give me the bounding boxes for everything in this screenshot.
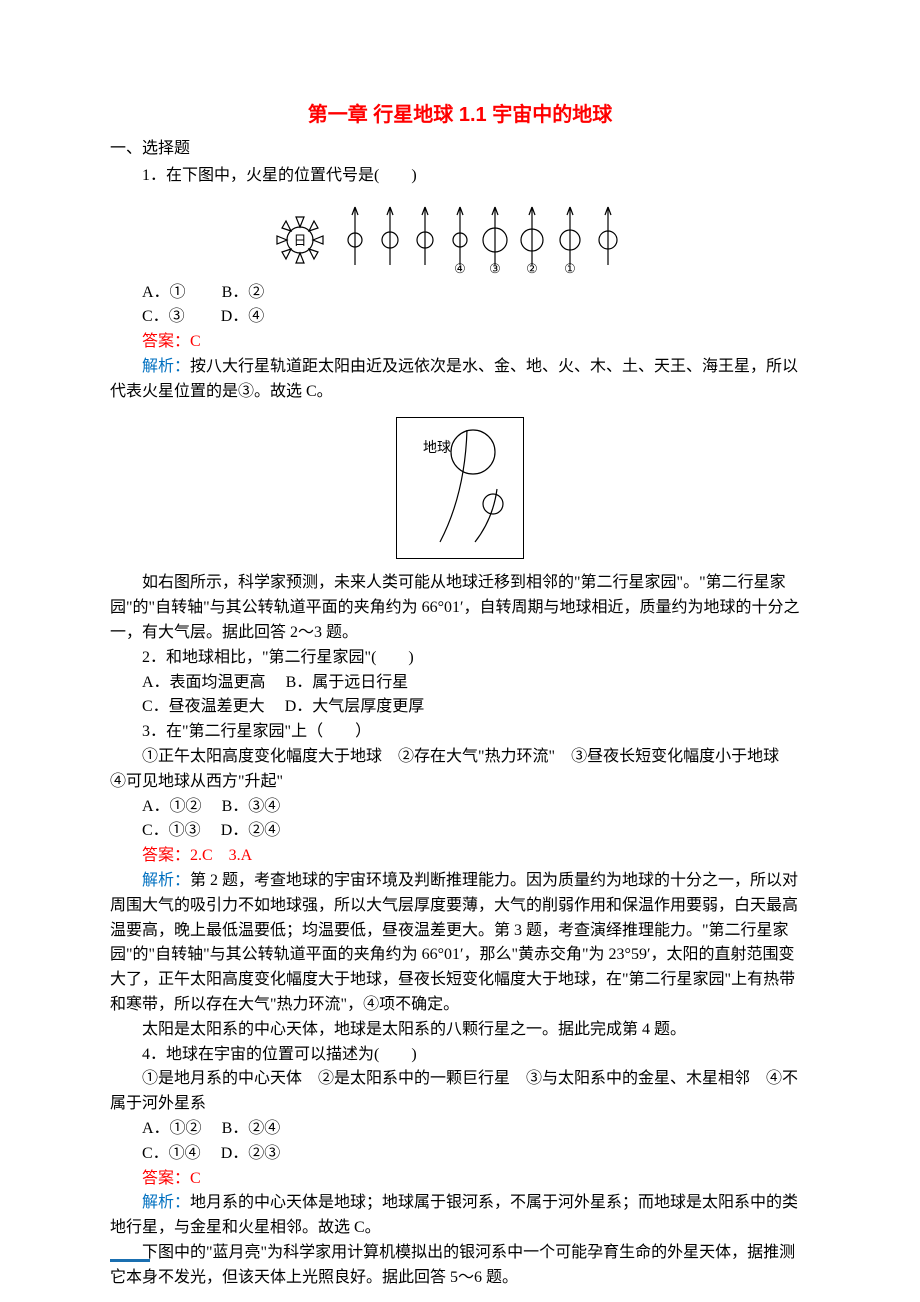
q2-option-line-2: C．昼夜温差更大 D．大气层厚度更厚 <box>110 695 810 720</box>
q2-optC: C．昼夜温差更大 <box>142 698 265 715</box>
passage-5: 下图中的"蓝月亮"为科学家用计算机模拟出的银河系中一个可能孕育生命的外星天体，据… <box>110 1241 810 1291</box>
diagram-2-container: 地球 <box>110 411 810 566</box>
q1-stem: 1．在下图中，火星的位置代号是( ) <box>110 164 810 189</box>
q4-line2: ①是地月系的中心天体 ②是太阳系中的一颗巨行星 ③与太阳系中的金星、木星相邻 ④… <box>110 1067 810 1117</box>
label-4: ④ <box>454 261 466 275</box>
q4-optC: C．①④ <box>142 1145 201 1162</box>
q4-explain-text: 地月系的中心天体是地球；地球属于银河系，不属于河外星系；而地球是太阳系中的类地行… <box>110 1194 798 1236</box>
q2-option-line-1: A．表面均温更高 B．属于远日行星 <box>110 671 810 696</box>
q4-explain-label: 解析： <box>142 1194 190 1211</box>
explain-2-3: 解析：第 2 题，考查地球的宇宙环境及判断推理能力。因为质量约为地球的十分之一，… <box>110 869 810 1018</box>
solar-system-diagram: 日 ④ <box>270 195 650 275</box>
q1-option-line-2: C．③ D．④ <box>110 305 810 330</box>
explain-2-3-text: 第 2 题，考查地球的宇宙环境及判断推理能力。因为质量约为地球的十分之一，所以对… <box>110 872 798 1013</box>
q4-optA: A．①② <box>142 1120 202 1137</box>
q1-optA: A．① <box>142 284 186 301</box>
footer-underline <box>110 1259 150 1262</box>
label-3: ③ <box>489 261 501 275</box>
passage-2: 如右图所示，科学家预测，未来人类可能从地球迁移到相邻的"第二行星家园"。"第二行… <box>110 571 810 645</box>
q3-optA: A．①② <box>142 798 202 815</box>
label-2: ② <box>526 261 538 275</box>
section-heading: 一、选择题 <box>110 137 810 162</box>
q3-line2: ①正午太阳高度变化幅度大于地球 ②存在大气"热力环流" ③昼夜长短变化幅度小于地… <box>110 745 810 795</box>
earth-label: 地球 <box>423 440 451 456</box>
diagram-1-container: 日 ④ <box>110 195 810 275</box>
q1-option-line-1: A．① B．② <box>110 281 810 306</box>
q1-explain-label: 解析： <box>142 358 190 375</box>
q2-optA: A．表面均温更高 <box>142 674 266 691</box>
earth-neighbor-diagram: 地球 <box>396 417 524 560</box>
page-title: 第一章 行星地球 1.1 宇宙中的地球 <box>110 100 810 131</box>
ans-2-3: 答案：2.C 3.A <box>110 844 810 869</box>
q3-optC: C．①③ <box>142 822 201 839</box>
explain-2-3-label: 解析： <box>142 872 190 889</box>
q4-answer: 答案：C <box>110 1167 810 1192</box>
q1-answer: 答案：C <box>110 330 810 355</box>
label-1: ① <box>564 261 576 275</box>
q4-optB: B．②④ <box>222 1120 281 1137</box>
q2-optB: B．属于远日行星 <box>286 674 409 691</box>
q1-optD: D．④ <box>221 308 265 325</box>
q4-option-line-1: A．①② B．②④ <box>110 1117 810 1142</box>
q1-explain-text: 按八大行星轨道距太阳由近及远依次是水、金、地、火、木、土、天王、海王星，所以代表… <box>110 358 798 400</box>
q4-explain: 解析：地月系的中心天体是地球；地球属于银河系，不属于河外星系；而地球是太阳系中的… <box>110 1191 810 1241</box>
q1-optC: C．③ <box>142 308 185 325</box>
sun-label: 日 <box>293 233 306 248</box>
passage-4: 太阳是太阳系的中心天体，地球是太阳系的八颗行星之一。据此完成第 4 题。 <box>110 1018 810 1043</box>
q4-optD: D．②③ <box>221 1145 281 1162</box>
q1-explain: 解析：按八大行星轨道距太阳由近及远依次是水、金、地、火、木、土、天王、海王星，所… <box>110 355 810 405</box>
q3-optB: B．③④ <box>222 798 281 815</box>
q1-optB: B．② <box>222 284 265 301</box>
q2-stem: 2．和地球相比，"第二行星家园"( ) <box>110 646 810 671</box>
q3-option-line-2: C．①③ D．②④ <box>110 819 810 844</box>
q3-optD: D．②④ <box>221 822 281 839</box>
q3-stem: 3．在"第二行星家园"上（ ） <box>110 720 810 745</box>
q2-optD: D．大气层厚度更厚 <box>285 698 425 715</box>
q3-option-line-1: A．①② B．③④ <box>110 795 810 820</box>
q4-option-line-2: C．①④ D．②③ <box>110 1142 810 1167</box>
q4-stem: 4．地球在宇宙的位置可以描述为( ) <box>110 1043 810 1068</box>
